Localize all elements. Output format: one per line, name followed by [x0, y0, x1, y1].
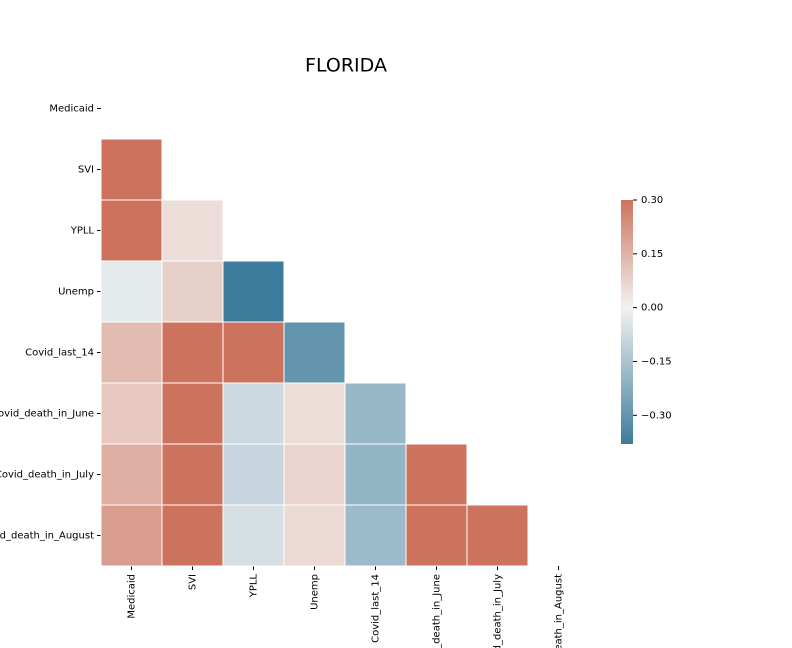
heatmap-cell	[100, 260, 163, 323]
heatmap-cell	[222, 260, 285, 323]
colorbar-tick-label: −0.15	[641, 356, 672, 367]
y-tick-label: Covid_death_in_August	[0, 531, 94, 542]
colorbar	[621, 200, 633, 444]
heatmap-cell	[222, 321, 285, 384]
x-tick-label: Covid_death_in_July	[493, 574, 504, 648]
heatmap-cell	[161, 504, 224, 567]
heatmap-cell	[100, 199, 163, 262]
heatmap-cell	[222, 443, 285, 506]
y-tick-label: YPLL	[70, 226, 95, 237]
colorbar-tick-label: 0.00	[641, 303, 663, 314]
y-tick-label: Covid_death_in_July	[0, 470, 94, 481]
heatmap-cell	[100, 382, 163, 445]
heatmap-cell	[222, 504, 285, 567]
y-tick-label: Unemp	[58, 287, 94, 298]
heatmap-cell	[405, 443, 468, 506]
heatmap-cell	[283, 504, 346, 567]
y-tick-label: Covid_death_in_June	[0, 409, 94, 420]
heatmap-cell	[100, 321, 163, 384]
heatmap-cell	[161, 443, 224, 506]
heatmap-cell	[100, 443, 163, 506]
heatmap-cell	[161, 199, 224, 262]
heatmap-cell	[344, 382, 407, 445]
y-tick-label: SVI	[78, 165, 94, 176]
heatmap-cell	[161, 260, 224, 323]
x-tick-label: Covid_last_14	[371, 574, 382, 643]
x-tick-label: Covid_death_in_June	[432, 574, 443, 648]
heatmap-cell	[161, 382, 224, 445]
heatmap-cell	[100, 504, 163, 567]
heatmap-cell	[405, 504, 468, 567]
colorbar-tick-label: 0.30	[641, 195, 663, 206]
y-tick-label: Medicaid	[49, 104, 94, 115]
heatmap-cell	[344, 443, 407, 506]
x-tick-label: Medicaid	[127, 574, 138, 619]
x-tick-label: SVI	[188, 574, 199, 590]
x-tick-label: Covid_death_in_August	[554, 574, 565, 648]
heatmap-cell	[100, 138, 163, 201]
y-tick-label: Covid_last_14	[25, 348, 94, 359]
heatmap-cell	[344, 504, 407, 567]
heatmap-cell	[283, 321, 346, 384]
heatmap-cell	[283, 443, 346, 506]
x-tick-label: Unemp	[310, 574, 321, 610]
x-tick-label: YPLL	[249, 574, 260, 599]
heatmap-cell	[161, 321, 224, 384]
heatmap-cell	[222, 382, 285, 445]
heatmap-cell	[466, 504, 529, 567]
heatmap-cell	[283, 382, 346, 445]
colorbar-tick-label: −0.30	[641, 410, 672, 421]
chart-title: FLORIDA	[305, 55, 387, 77]
colorbar-tick-label: 0.15	[641, 249, 663, 260]
